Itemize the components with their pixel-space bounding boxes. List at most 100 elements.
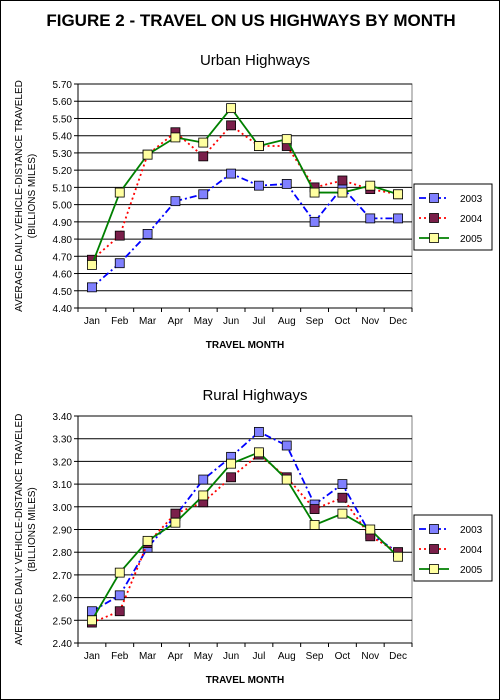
x-tick-label: Dec — [389, 316, 407, 327]
data-point-2004 — [226, 120, 236, 131]
data-point-2004 — [170, 508, 181, 519]
data-point-2004 — [309, 504, 320, 514]
y-tick-label: 2.90 — [53, 526, 73, 537]
data-point-2003 — [114, 258, 125, 269]
y-tick-label: 5.70 — [53, 80, 73, 91]
y-tick-label: 4.70 — [53, 252, 73, 263]
y-tick-label: 4.60 — [53, 270, 73, 281]
data-point-2003 — [198, 474, 209, 485]
data-point-2005 — [254, 141, 264, 151]
legend-label-2005: 2005 — [460, 234, 483, 245]
data-point-2003 — [142, 229, 153, 239]
data-point-2005 — [198, 490, 209, 501]
data-point-2005 — [337, 508, 348, 519]
legend-box — [413, 514, 493, 582]
chart-urban: Urban Highways 4.40 4.50 4.60 4.70 4.80 4.90 5.… — [14, 52, 493, 351]
data-point-2004 — [114, 606, 125, 617]
x-tick-label: Mar — [139, 651, 157, 662]
data-point-2005 — [365, 524, 376, 535]
legend-label-2005: 2005 — [460, 565, 483, 576]
y-tick-label: 3.00 — [53, 503, 73, 514]
y-tick-label: 2.40 — [53, 639, 73, 650]
data-point-2004 — [226, 472, 236, 483]
data-point-2005 — [142, 149, 153, 160]
data-point-2005 — [365, 180, 376, 191]
x-axis-label: TRAVEL MONTH — [206, 675, 285, 686]
x-tick-label: Dec — [389, 651, 407, 662]
data-point-2005 — [254, 447, 264, 458]
y-tick-label: 3.30 — [53, 435, 73, 446]
x-tick-label: Aug — [278, 316, 296, 327]
y-tick-label: 4.80 — [53, 235, 73, 246]
legend-box — [413, 183, 493, 251]
legend-label-2004: 2004 — [460, 214, 483, 225]
data-point-2003 — [170, 196, 181, 207]
data-point-2005 — [309, 520, 320, 530]
y-tick-label: 3.20 — [53, 457, 73, 468]
x-tick-label: Jan — [84, 651, 100, 662]
x-axis-label: TRAVEL MONTH — [206, 340, 285, 351]
legend: 2003 2004 2005 — [413, 514, 493, 582]
y-tick-label: 5.30 — [53, 149, 73, 160]
x-tick-label: May — [194, 651, 213, 662]
plot-area — [77, 83, 413, 309]
x-tick-label: Nov — [361, 651, 379, 662]
legend-marker-2003 — [429, 524, 439, 534]
data-point-2005 — [226, 458, 236, 469]
x-tick-label: Feb — [111, 316, 129, 327]
legend-label-2004: 2004 — [460, 545, 483, 556]
y-tick-label: 5.50 — [53, 114, 73, 125]
legend-marker-2005 — [429, 233, 439, 243]
legend-marker-2005 — [429, 564, 439, 574]
data-point-2004 — [114, 230, 125, 241]
data-point-2003 — [281, 179, 292, 189]
x-tick-label: Apr — [168, 651, 184, 662]
data-point-2005 — [114, 567, 125, 578]
data-point-2003 — [226, 168, 236, 179]
data-point-2005 — [170, 517, 181, 528]
x-tick-label: Jun — [223, 651, 239, 662]
data-point-2005 — [281, 134, 292, 145]
data-point-2005 — [170, 132, 181, 143]
y-axis-label: AVERAGE DAILY VEHICLE-DISTANCE TRAVELED — [14, 414, 25, 646]
legend-marker-2004 — [429, 544, 439, 554]
figure-title: FIGURE 2 - TRAVEL ON US HIGHWAYS BY MONT… — [46, 11, 456, 30]
legend-marker-2004 — [429, 213, 439, 223]
x-tick-label: Jun — [223, 316, 239, 327]
data-point-2005 — [393, 551, 403, 562]
y-tick-label: 5.00 — [53, 201, 73, 212]
data-point-2005 — [198, 137, 209, 148]
data-point-2003 — [254, 426, 264, 437]
y-tick-label: 4.40 — [53, 304, 73, 315]
data-point-2005 — [393, 189, 403, 200]
x-tick-label: Jul — [253, 651, 266, 662]
chart-rural: Rural Highways 2.40 2.50 2.60 2.70 2.80 2.90 3.… — [14, 387, 493, 686]
x-tick-label: Oct — [335, 316, 351, 327]
y-tick-label: 5.20 — [53, 166, 73, 177]
data-point-2005 — [226, 103, 236, 114]
data-point-2004 — [337, 492, 348, 503]
y-axis-label: AVERAGE DAILY VEHICLE-DISTANCE TRAVELED — [14, 80, 25, 312]
legend: 2003 2004 2005 — [413, 183, 493, 251]
data-point-2005 — [87, 260, 97, 270]
y-tick-label: 3.40 — [53, 412, 73, 423]
y-tick-label: 5.60 — [53, 97, 73, 108]
y-tick-label: 2.70 — [53, 571, 73, 582]
legend-label-2003: 2003 — [460, 194, 483, 205]
x-tick-label: Sep — [306, 316, 324, 327]
x-tick-label: Sep — [306, 651, 324, 662]
y-tick-label: 4.90 — [53, 218, 73, 229]
y-tick-label: 4.50 — [53, 287, 73, 298]
x-tick-label: Oct — [335, 651, 351, 662]
x-tick-label: Aug — [278, 651, 296, 662]
data-point-2003 — [114, 590, 125, 601]
data-point-2004 — [337, 175, 348, 186]
data-point-2003 — [309, 216, 320, 227]
x-tick-label: Jul — [253, 316, 266, 327]
x-tick-label: May — [194, 316, 213, 327]
legend-label-2003: 2003 — [460, 525, 483, 536]
y-axis-label-unit: (BILLIONS MILES) — [27, 154, 38, 238]
data-point-2003 — [87, 282, 97, 293]
data-point-2003 — [198, 189, 209, 200]
data-point-2003 — [281, 440, 292, 451]
